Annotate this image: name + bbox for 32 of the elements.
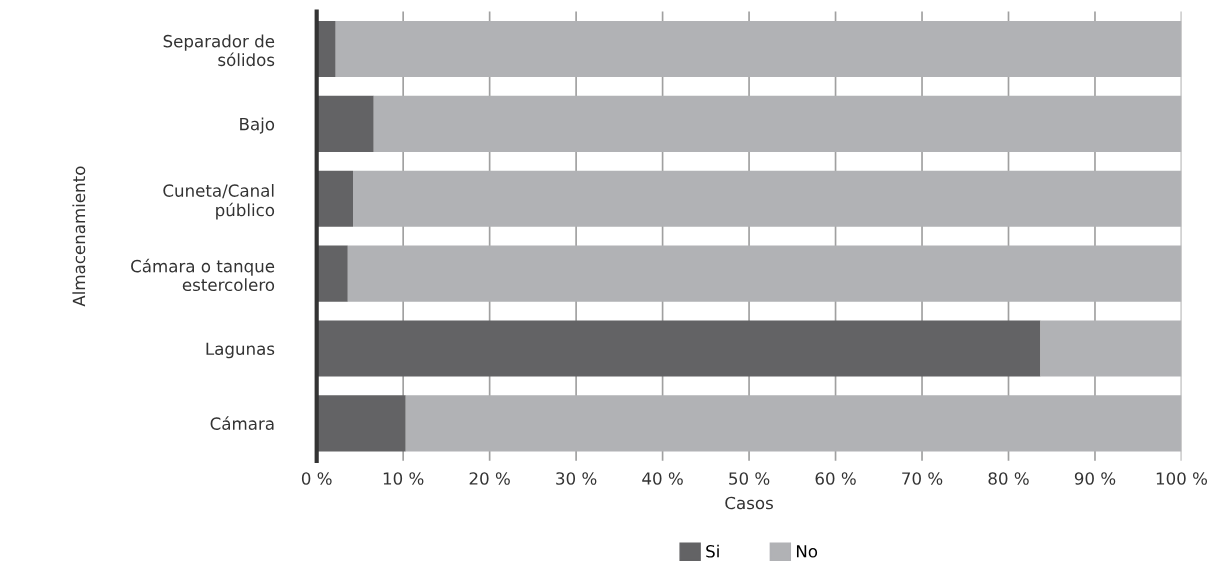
y-axis-title: Almacenamiento — [72, 166, 86, 307]
bar — [316, 95, 374, 152]
legend-label: No — [796, 545, 818, 558]
y-tick-label: Lagunas — [206, 342, 275, 359]
bar — [316, 320, 1041, 377]
bar — [353, 170, 1182, 227]
bar — [316, 395, 406, 452]
x-tick-label: 10 % — [383, 472, 424, 485]
y-tick-label: Cuneta/Canal público — [163, 183, 275, 220]
bar — [347, 245, 1182, 302]
x-tick-label: 30 % — [556, 472, 597, 485]
legend-label: Si — [706, 544, 719, 558]
bar — [373, 95, 1182, 152]
bar — [316, 170, 353, 227]
y-tick-label: Separador de sólidos — [163, 34, 275, 67]
y-tick-label: Cámara — [210, 416, 274, 430]
bar — [316, 245, 348, 302]
x-tick-label: 20 % — [469, 472, 510, 485]
bar — [335, 20, 1182, 78]
x-tick-label: 70 % — [902, 472, 943, 485]
x-tick-label: 80 % — [988, 472, 1029, 485]
x-tick-label: 60 % — [815, 472, 856, 485]
x-axis-title: Casos — [725, 496, 773, 510]
x-tick-label: 50 % — [729, 472, 770, 485]
bar — [405, 395, 1182, 452]
x-tick-label: 0 % — [301, 472, 332, 485]
x-tick-label: 40 % — [642, 472, 683, 485]
y-tick-label: Bajo — [240, 117, 275, 134]
bar — [1040, 320, 1182, 377]
y-tick-label: Cámara o tanque estercolero — [131, 258, 275, 292]
x-tick-label: 100 % — [1156, 472, 1208, 485]
x-tick-label: 90 % — [1074, 472, 1116, 485]
